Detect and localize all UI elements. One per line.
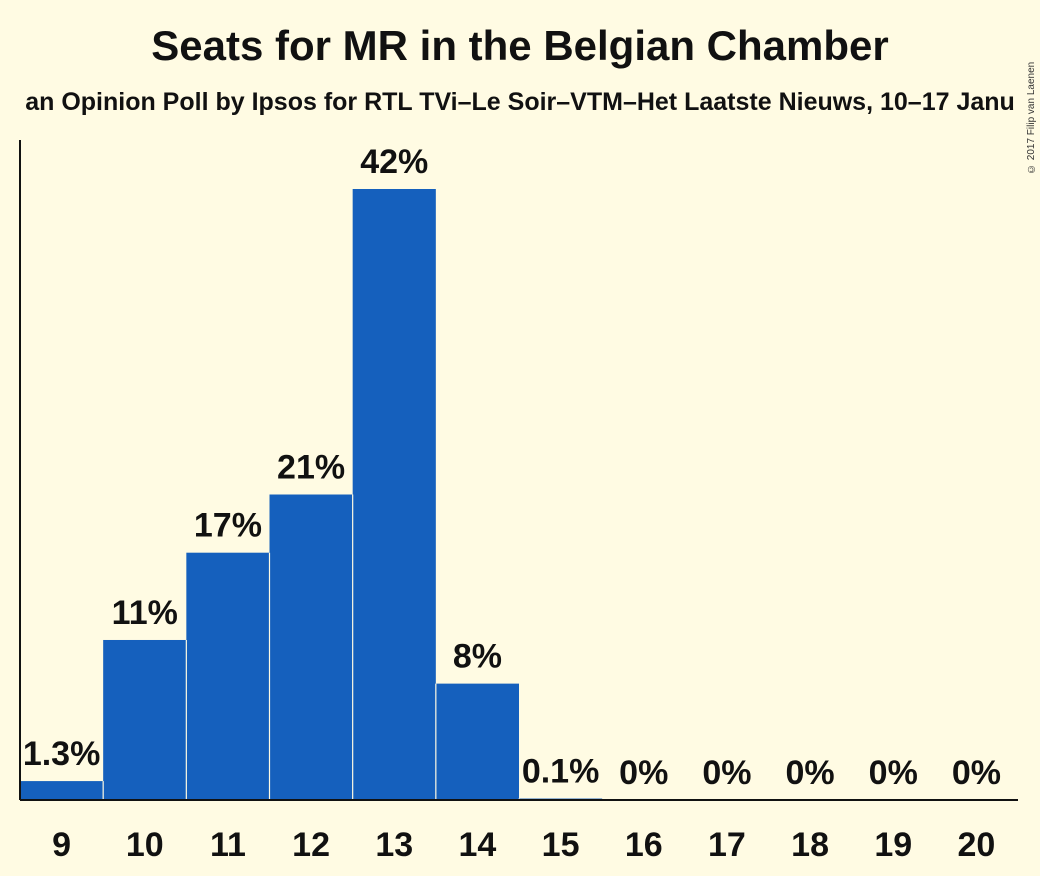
data-label: 42% [360,143,428,181]
bar [20,781,104,800]
data-label: 0% [869,754,918,792]
data-label: 1.3% [23,735,101,773]
data-label: 17% [194,507,262,545]
x-tick-label: 17 [708,826,746,864]
data-label: 11% [112,594,178,632]
data-label: 0% [619,754,668,792]
bar [186,552,270,800]
x-tick-label: 12 [292,826,330,864]
data-label: 0% [952,754,1001,792]
chart-subtitle: an Opinion Poll by Ipsos for RTL TVi–Le … [25,88,1015,116]
x-tick-label: 16 [625,826,663,864]
bar [269,494,353,800]
bar [435,683,519,800]
x-tick-label: 14 [459,826,497,864]
chart-title: Seats for MR in the Belgian Chamber [151,22,889,69]
data-label: 8% [453,638,502,676]
x-tick-label: 11 [210,826,246,864]
data-label: 21% [277,449,345,487]
x-tick-label: 13 [375,826,413,864]
x-tick-label: 19 [874,826,912,864]
bar [103,639,187,800]
data-label: 0.1% [522,753,600,791]
data-label: 0% [702,754,751,792]
x-tick-label: 9 [52,826,71,864]
x-tick-label: 10 [126,826,164,864]
x-tick-label: 20 [958,826,996,864]
data-label: 0% [786,754,835,792]
x-tick-label: 15 [542,826,580,864]
bar [352,189,436,800]
x-tick-label: 18 [791,826,829,864]
